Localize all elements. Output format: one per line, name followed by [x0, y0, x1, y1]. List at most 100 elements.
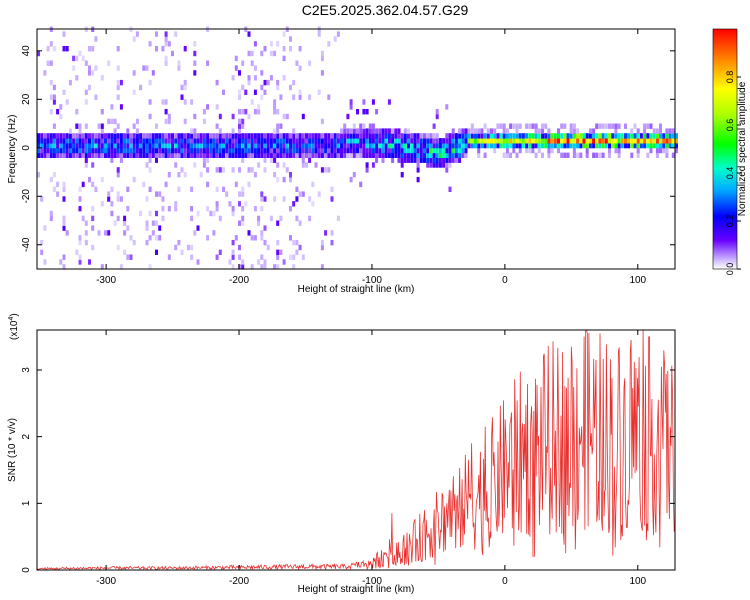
- spectrogram-cell: [320, 118, 324, 125]
- spectrogram-cell: [116, 172, 120, 178]
- spectrogram-cell: [560, 138, 564, 144]
- spectrogram-cell: [416, 162, 420, 168]
- spectrogram-cell: [84, 99, 88, 105]
- spectrogram-cell: [107, 133, 111, 139]
- spectrogram-cell: [461, 138, 465, 144]
- spectrogram-cell: [301, 142, 305, 149]
- spectrogram-cell: [403, 157, 407, 163]
- spectrogram-cell: [320, 138, 324, 144]
- spectrogram-cell: [266, 133, 270, 139]
- spectrogram-cell: [244, 152, 248, 158]
- spectrogram-cell: [327, 138, 331, 144]
- spectrogram-cell: [116, 46, 120, 52]
- spectrogram-cell: [167, 113, 171, 120]
- spectrogram-cell: [438, 138, 442, 144]
- spectrogram-cell: [65, 138, 69, 144]
- spectrogram-cell: [375, 147, 379, 154]
- spectrogram-cell: [68, 133, 72, 139]
- spectrogram-cell: [394, 147, 398, 154]
- spectrogram-cell: [43, 142, 47, 149]
- spectrogram-cell: [362, 99, 366, 105]
- spectrogram-cell: [477, 128, 481, 134]
- spectrogram-cell: [260, 94, 264, 100]
- spectrogram-cell: [282, 142, 286, 149]
- spectrogram-cell: [151, 220, 155, 226]
- spectrogram-cell: [273, 133, 277, 139]
- spectrogram-cell: [451, 128, 455, 134]
- spectrogram-cell: [451, 157, 455, 163]
- spectrogram-cell: [627, 138, 631, 144]
- spectrogram-cell: [215, 147, 219, 154]
- spectrogram-cell: [84, 89, 88, 95]
- spectrogram-cell: [407, 138, 410, 144]
- spectrogram-cell: [202, 133, 206, 139]
- spectrogram-cell: [81, 133, 85, 139]
- spectrogram-cell: [282, 75, 286, 81]
- spectrogram-cell: [155, 138, 158, 144]
- spectrogram-cell: [563, 142, 567, 149]
- spectrogram-cell: [327, 147, 331, 154]
- spectrogram-cell: [569, 138, 573, 144]
- spectrogram-cell: [375, 157, 379, 163]
- spectrogram-cell: [84, 142, 88, 149]
- spectrogram-cell: [413, 138, 417, 144]
- spectrogram-cell: [333, 133, 337, 139]
- spectrogram-cell: [257, 259, 261, 265]
- spectrogram-cell: [413, 142, 417, 149]
- spectrogram-cell: [202, 138, 206, 144]
- spectrogram-cell: [518, 147, 522, 154]
- spectrogram-cell: [241, 109, 245, 115]
- spectrogram-cell: [84, 60, 88, 66]
- spectrogram-cell: [346, 128, 350, 134]
- spectrogram-cell: [218, 133, 222, 139]
- spectrogram-cell: [435, 157, 439, 163]
- spectrogram-cell: [502, 133, 506, 139]
- spectrogram-cell: [541, 142, 544, 149]
- spectrogram-cell: [94, 147, 98, 154]
- spectrogram-cell: [139, 138, 143, 144]
- spectrogram-cell: [480, 128, 484, 134]
- spectrogram-cell: [62, 225, 66, 231]
- spectrogram-cell: [505, 147, 509, 154]
- spectrogram-cell: [413, 133, 417, 139]
- spectrogram-cell: [295, 186, 299, 192]
- spectrogram-cell: [276, 142, 280, 149]
- spectrogram-cell: [359, 142, 363, 149]
- spectrogram-cell: [135, 147, 139, 154]
- spectrogram-cell: [320, 167, 324, 173]
- spectrogram-cell: [509, 142, 513, 149]
- spectrogram-cell: [119, 104, 123, 110]
- spectrogram-cell: [250, 235, 254, 241]
- spectrogram-cell: [276, 249, 280, 255]
- spectrogram-cell: [646, 142, 650, 149]
- spectrogram-cell: [174, 201, 178, 207]
- spectrogram-cell: [371, 147, 375, 154]
- spectrogram-cell: [78, 186, 82, 192]
- spectrogram-cell: [148, 186, 152, 192]
- spectrogram-cell: [352, 147, 356, 154]
- spectrogram-cell: [314, 133, 318, 139]
- spectrogram-cell: [238, 70, 241, 76]
- spectrogram-cell: [371, 162, 375, 168]
- spectrogram-cell: [110, 186, 114, 192]
- spectrogram-cell: [486, 128, 490, 134]
- spectrogram-cell: [652, 138, 656, 144]
- spectrogram-cell: [515, 142, 519, 149]
- spectrogram-cell: [627, 142, 631, 149]
- spectrogram-cell: [665, 142, 669, 149]
- spectrogram-cell: [81, 147, 85, 154]
- spectrogram-cell: [588, 133, 592, 139]
- spectrogram-cell: [65, 46, 69, 52]
- spectrogram-cell: [167, 254, 171, 260]
- spectrogram-cell: [257, 104, 261, 110]
- spectrogram-cell: [148, 264, 152, 270]
- spectrogram-cell: [161, 142, 165, 149]
- spectrogram-cell: [346, 142, 350, 149]
- spectrogram-cell: [88, 65, 91, 71]
- spectrogram-cell: [662, 133, 666, 139]
- spectrogram-cell: [368, 128, 372, 134]
- spectrogram-cell: [384, 152, 388, 158]
- spectrogram-cell: [298, 220, 302, 226]
- spectrogram-cell: [65, 152, 69, 158]
